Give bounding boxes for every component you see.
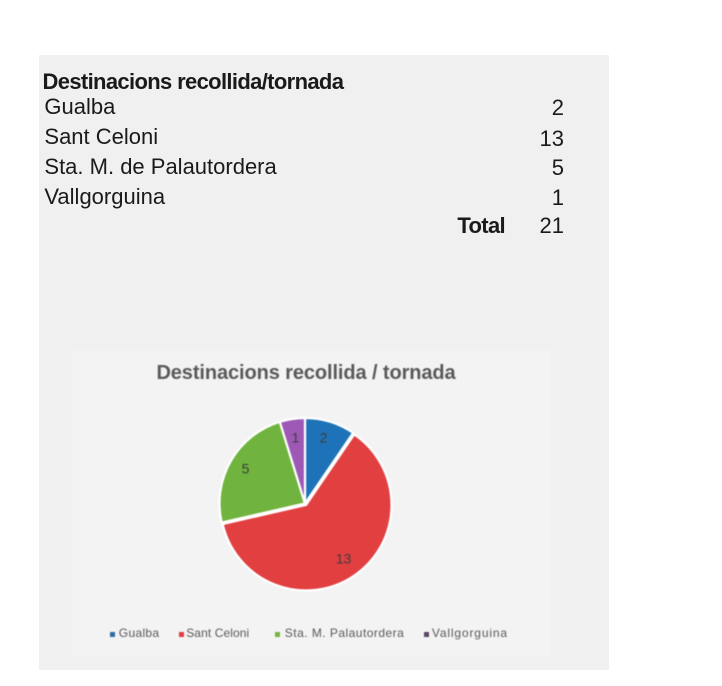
svg-text:1: 1	[292, 430, 300, 446]
svg-text:5: 5	[242, 461, 250, 477]
svg-text:2: 2	[320, 430, 328, 446]
svg-text:13: 13	[336, 551, 352, 567]
